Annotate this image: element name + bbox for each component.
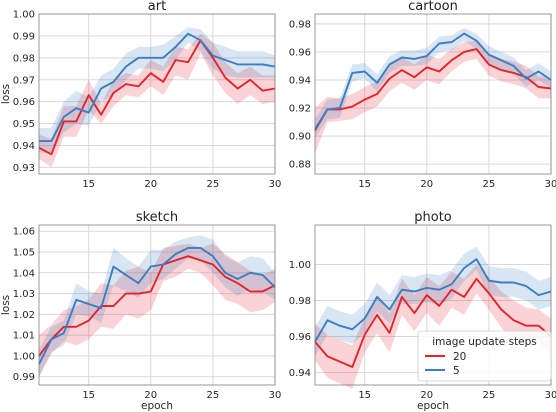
confidence-band-20 xyxy=(315,264,551,389)
x-tick-label: 30 xyxy=(269,390,282,401)
y-tick-label: 0.94 xyxy=(13,141,35,152)
legend: image update steps 20 5 xyxy=(417,330,552,382)
x-tick-label: 15 xyxy=(358,179,371,190)
panel-cartoon: 15 20 25 30 0.88 0.90 0.92 0.94 0.96 0.98 cartoon xyxy=(289,0,556,190)
series-line-5 xyxy=(39,32,276,143)
y-tick-label: 0.96 xyxy=(13,97,35,108)
y-tick-label: 0.99 xyxy=(13,31,35,42)
x-axis-label: epoch xyxy=(141,400,173,412)
panel-art: 15 20 25 30 0.93 0.94 0.95 0.96 0.97 0.98 0.99 1.00… xyxy=(0,0,281,190)
panel-sketch: 15 20 25 30 0.99 1.00 1.01 1.02 1.03 1.04 1.05 1.06… xyxy=(0,210,281,412)
y-tick-label: 0.88 xyxy=(289,160,311,171)
confidence-band-5 xyxy=(39,235,275,377)
legend-title: image update steps xyxy=(432,336,537,348)
y-tick-label: 1.00 xyxy=(289,260,311,271)
x-tick-label: 20 xyxy=(420,179,433,190)
series-line-5 xyxy=(314,32,552,130)
y-tick-label: 1.00 xyxy=(13,351,35,362)
y-tick-label: 1.00 xyxy=(13,10,35,21)
legend-label-20: 20 xyxy=(453,351,466,363)
x-tick-label: 20 xyxy=(420,390,433,401)
y-tick-label: 0.94 xyxy=(289,368,311,379)
panel-title: photo xyxy=(414,210,452,225)
series-line-20 xyxy=(38,255,276,357)
y-tick-label: 1.05 xyxy=(13,248,35,259)
x-tick-label: 25 xyxy=(483,179,496,190)
plot-area xyxy=(39,14,275,174)
x-tick-label: 15 xyxy=(82,179,95,190)
panel-title: art xyxy=(148,0,166,14)
y-tick-label: 0.97 xyxy=(13,75,35,86)
confidence-band-5 xyxy=(39,27,275,155)
x-tick-label: 15 xyxy=(82,390,95,401)
y-tick-label: 0.93 xyxy=(13,163,35,174)
plot-frame xyxy=(314,224,552,386)
y-tick-label: 0.95 xyxy=(13,119,35,130)
x-tick-label: 25 xyxy=(207,390,220,401)
x-tick-label: 25 xyxy=(207,179,220,190)
y-tick-label: 0.98 xyxy=(13,53,35,64)
y-tick-label: 0.98 xyxy=(289,19,311,30)
x-tick-label: 15 xyxy=(358,390,371,401)
plot-frame xyxy=(38,224,276,386)
panel-photo: 15 20 25 30 0.94 0.96 0.98 1.00 photo epoch xyxy=(289,210,556,412)
y-tick-label: 1.04 xyxy=(13,268,35,279)
series-line-20 xyxy=(38,39,276,156)
confidence-band-20 xyxy=(39,243,275,377)
y-tick-label: 1.03 xyxy=(13,289,35,300)
x-tick-label: 30 xyxy=(269,179,282,190)
y-tick-label: 0.96 xyxy=(289,47,311,58)
plot-area xyxy=(315,14,551,174)
y-tick-label: 0.99 xyxy=(13,372,35,383)
y-tick-label: 1.06 xyxy=(13,227,35,238)
series-line-5 xyxy=(38,246,276,365)
series-line-5 xyxy=(314,258,552,343)
x-tick-label: 20 xyxy=(144,390,157,401)
y-tick-label: 0.90 xyxy=(289,132,311,143)
x-tick-label: 25 xyxy=(483,390,496,401)
y-tick-label: 0.96 xyxy=(289,332,311,343)
series-line-20 xyxy=(314,277,552,368)
y-tick-label: 1.02 xyxy=(13,310,35,321)
x-axis-label: epoch xyxy=(417,400,449,412)
y-tick-label: 0.94 xyxy=(289,75,311,86)
panel-title: sketch xyxy=(136,210,178,225)
x-tick-label: 30 xyxy=(545,179,556,190)
y-tick-label: 1.01 xyxy=(13,331,35,342)
plot-frame xyxy=(314,13,552,175)
series-line-20 xyxy=(314,48,552,131)
panel-title: cartoon xyxy=(408,0,458,14)
y-axis-label: loss xyxy=(0,295,12,315)
confidence-band-20 xyxy=(315,40,551,153)
y-axis-label: loss xyxy=(0,84,12,104)
legend-box xyxy=(417,330,552,382)
y-tick-label: 0.92 xyxy=(289,104,311,115)
confidence-band-20 xyxy=(39,33,275,168)
legend-label-5: 5 xyxy=(453,365,460,377)
plot-frame xyxy=(38,13,276,175)
y-tick-label: 0.98 xyxy=(289,296,311,307)
x-tick-label: 20 xyxy=(144,179,157,190)
x-tick-label: 30 xyxy=(545,390,556,401)
